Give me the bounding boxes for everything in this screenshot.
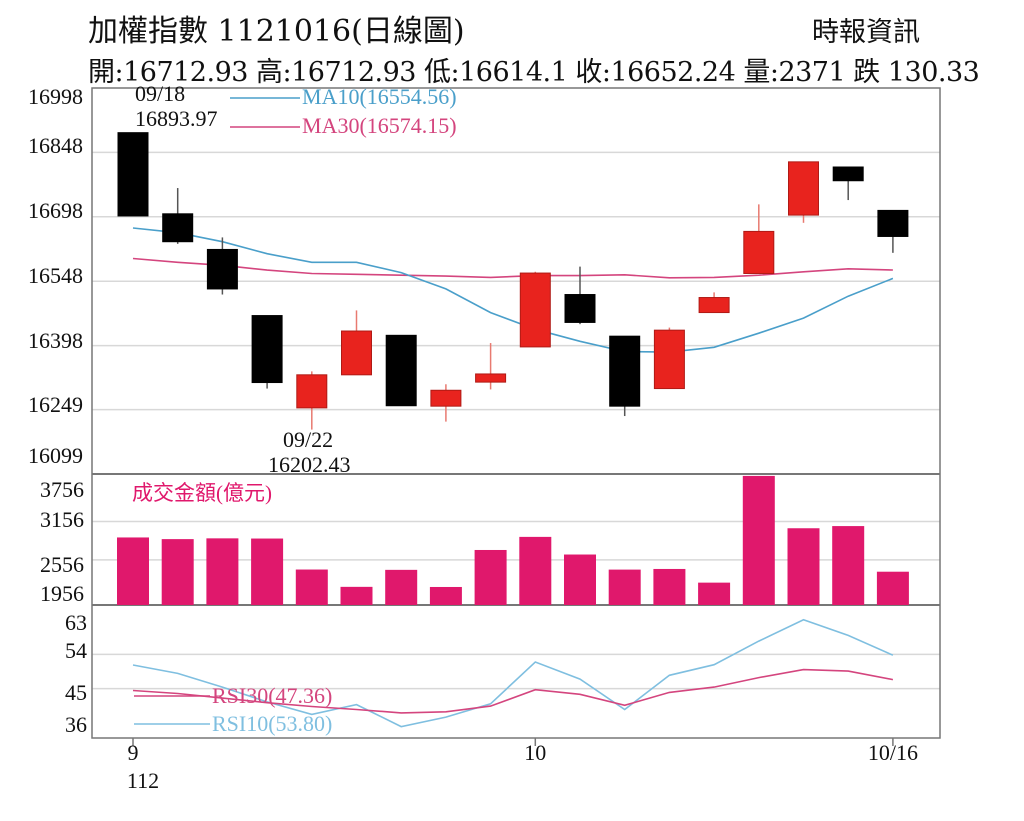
rsi10-line bbox=[132, 618, 894, 728]
volume-bar bbox=[429, 586, 462, 605]
candle bbox=[296, 371, 328, 430]
callout-high-value: 16893.97 bbox=[135, 106, 218, 131]
candle-body bbox=[430, 389, 462, 407]
candle-body bbox=[296, 374, 328, 409]
volume-bar bbox=[385, 569, 418, 605]
rsi-legend-label: RSI10(53.80) bbox=[212, 711, 332, 736]
volume-bar bbox=[876, 571, 909, 605]
volume-tick-label: 3756 bbox=[40, 477, 84, 502]
candle bbox=[341, 310, 372, 376]
ma30-line bbox=[132, 257, 893, 279]
callout-high-date: 09/18 bbox=[135, 81, 185, 106]
volume-bar bbox=[832, 526, 865, 605]
rsi-tick-label: 54 bbox=[65, 638, 87, 663]
volume-bar bbox=[787, 528, 820, 605]
price-tick-label: 16698 bbox=[28, 198, 83, 223]
candle-body bbox=[609, 335, 641, 407]
ohlc-summary: 開:16712.93 高:16712.93 低:16614.1 收:16652.… bbox=[88, 57, 980, 88]
source-label: 時報資訊 bbox=[812, 17, 920, 48]
candle bbox=[251, 315, 283, 389]
candle bbox=[519, 271, 551, 348]
candle bbox=[609, 335, 641, 417]
volume-tick-label: 2556 bbox=[40, 552, 84, 577]
volume-bar bbox=[340, 586, 373, 605]
candle-body bbox=[117, 132, 149, 217]
candle-body bbox=[743, 230, 775, 274]
plot-frame bbox=[91, 87, 941, 739]
callout-low-value: 16202.43 bbox=[268, 452, 351, 477]
candle-body bbox=[341, 330, 372, 376]
candle-body bbox=[475, 373, 507, 383]
price-tick-label: 16099 bbox=[28, 443, 83, 468]
price-tick-label: 16848 bbox=[28, 133, 83, 158]
callout-low-date: 09/22 bbox=[283, 427, 333, 452]
legend-label: MA30(16574.15) bbox=[302, 113, 457, 138]
candle bbox=[162, 188, 194, 244]
volume-bar bbox=[295, 569, 328, 605]
candle-body bbox=[519, 272, 551, 348]
volume-bar bbox=[564, 554, 596, 605]
rsi-legend-label: RSI30(47.36) bbox=[212, 683, 332, 708]
rsi-tick-label: 36 bbox=[65, 712, 87, 737]
volume-bar bbox=[206, 538, 239, 605]
candle-body bbox=[564, 294, 596, 323]
volume-tick-label: 1956 bbox=[40, 581, 84, 606]
rsi-tick-label: 45 bbox=[65, 680, 87, 705]
price-tick-label: 16398 bbox=[28, 328, 83, 353]
candle bbox=[832, 166, 864, 201]
candle bbox=[564, 266, 596, 325]
ma10-line bbox=[132, 227, 894, 353]
candle-body bbox=[698, 297, 730, 314]
candle-body bbox=[162, 213, 194, 243]
rsi30-line bbox=[132, 668, 894, 714]
legend-label: MA10(16554.56) bbox=[302, 84, 457, 109]
chart-title: 加權指數 1121016(日線圖) bbox=[88, 14, 465, 49]
candle bbox=[206, 237, 238, 295]
candle-body bbox=[832, 166, 864, 182]
volume-bar bbox=[474, 549, 507, 605]
volume-bar bbox=[742, 475, 775, 605]
candle bbox=[430, 384, 462, 422]
x-tick-label: 10/16 bbox=[868, 740, 918, 765]
candle bbox=[385, 334, 417, 407]
x-tick-sublabel: 112 bbox=[127, 768, 159, 793]
volume-title: 成交金額(億元) bbox=[132, 481, 272, 505]
candle-body bbox=[206, 248, 238, 290]
price-tick-label: 16548 bbox=[28, 263, 83, 288]
candle-body bbox=[385, 334, 417, 407]
candle bbox=[698, 292, 730, 314]
candle-body bbox=[251, 315, 283, 384]
candle bbox=[743, 204, 775, 274]
candle bbox=[117, 132, 149, 217]
x-tick-label: 9 bbox=[128, 740, 139, 765]
volume-bar bbox=[161, 539, 194, 605]
price-tick-label: 16249 bbox=[28, 392, 83, 417]
candle bbox=[475, 343, 507, 390]
price-tick-label: 16998 bbox=[28, 84, 83, 109]
candle-body bbox=[653, 329, 685, 390]
candle bbox=[788, 161, 819, 223]
rsi-tick-label: 63 bbox=[65, 610, 87, 635]
volume-bar bbox=[608, 569, 641, 605]
volume-bar bbox=[117, 537, 149, 605]
volume-tick-label: 3156 bbox=[40, 507, 84, 532]
candle-body bbox=[877, 209, 909, 237]
volume-bar bbox=[653, 568, 686, 605]
volume-bar bbox=[698, 582, 731, 605]
candle-body bbox=[788, 161, 819, 216]
x-tick-label: 10 bbox=[524, 740, 546, 765]
volume-bar bbox=[251, 538, 284, 605]
candle bbox=[877, 209, 909, 253]
volume-bar bbox=[519, 536, 552, 605]
candle bbox=[653, 327, 685, 390]
